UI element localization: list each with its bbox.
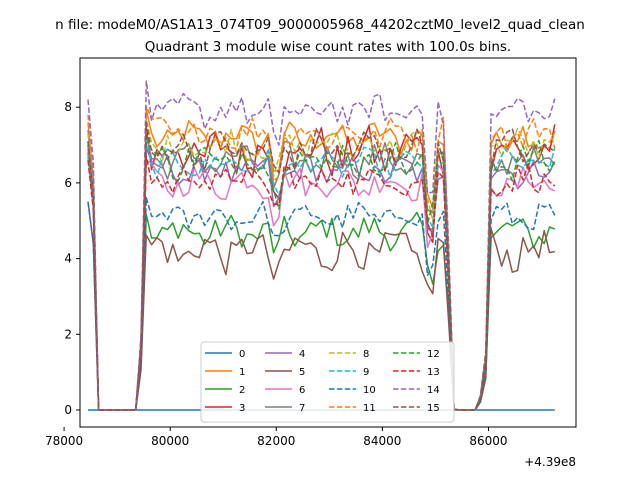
legend-label-6: 6 [299, 385, 305, 396]
plot-area [87, 80, 556, 411]
legend-label-1: 1 [239, 367, 245, 378]
legend-label-3: 3 [239, 403, 245, 414]
legend-label-14: 14 [427, 385, 440, 396]
legend-label-7: 7 [299, 403, 305, 414]
x-tick-label: 80000 [151, 434, 189, 448]
y-tick-label: 4 [64, 252, 72, 266]
x-tick-label: 84000 [363, 434, 401, 448]
series-line-9 [87, 138, 556, 411]
x-tick-label: 78000 [45, 434, 83, 448]
legend-label-13: 13 [427, 367, 440, 378]
legend-label-2: 2 [239, 385, 245, 396]
legend-label-15: 15 [427, 403, 440, 414]
y-tick-label: 0 [64, 403, 72, 417]
legend-label-11: 11 [363, 403, 376, 414]
legend-label-0: 0 [239, 349, 245, 360]
series-line-15 [87, 121, 556, 411]
y-axis: 0 2 4 6 8 [64, 100, 80, 417]
legend-box [200, 341, 455, 423]
figure-suptitle: n file: modeM0/AS1A13_074T09_9000005968_… [55, 17, 585, 33]
y-tick-label: 2 [64, 327, 72, 341]
legend-label-12: 12 [427, 349, 440, 360]
legend-label-10: 10 [363, 385, 376, 396]
legend-label-5: 5 [299, 367, 305, 378]
x-tick-label: 82000 [257, 434, 295, 448]
x-offset-label: +4.39e8 [524, 455, 576, 469]
y-tick-label: 6 [64, 176, 72, 190]
y-tick-label: 8 [64, 100, 72, 114]
axes-frame [79, 57, 577, 428]
chart-title: Quadrant 3 module wise count rates with … [145, 39, 511, 55]
legend-label-8: 8 [363, 349, 369, 360]
legend-label-4: 4 [299, 349, 305, 360]
x-tick-label: 86000 [469, 434, 507, 448]
x-axis: 78000 80000 82000 84000 86000 [45, 427, 508, 448]
legend-label-9: 9 [363, 367, 369, 378]
